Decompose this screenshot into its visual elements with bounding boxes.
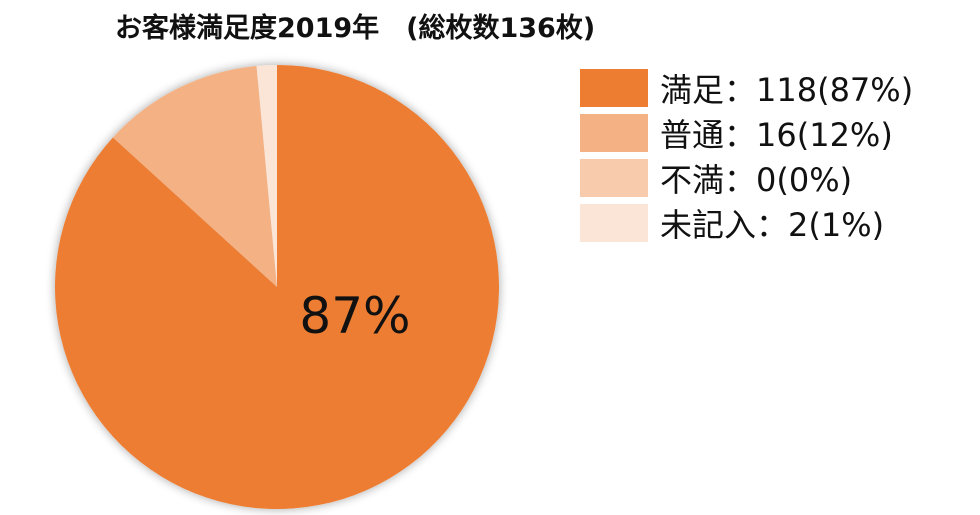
legend-swatch <box>580 68 648 107</box>
legend-item: 不満：0(0%) <box>580 155 970 200</box>
legend-swatch <box>580 113 648 152</box>
legend-item: 未記入：2(1%) <box>580 200 970 245</box>
legend-label: 未記入：2(1%) <box>660 205 885 244</box>
chart-legend: 満足：118(87%) 普通：16(12%) 不満：0(0%) 未記入：2(1%) <box>580 65 970 245</box>
legend-swatch <box>580 158 648 197</box>
chart-title: お客様満足度2019年 (総枚数136枚) <box>115 13 596 44</box>
legend-swatch <box>580 203 648 242</box>
legend-label: 普通：16(12%) <box>660 115 893 154</box>
pie-slice-2 <box>112 65 277 287</box>
legend-label: 不満：0(0%) <box>660 160 853 199</box>
pie-data-label: 87% <box>299 287 410 345</box>
legend-item: 満足：118(87%) <box>580 65 970 110</box>
legend-label: 満足：118(87%) <box>660 70 914 109</box>
pie-slice-4 <box>256 65 277 287</box>
legend-item: 普通：16(12%) <box>580 110 970 155</box>
